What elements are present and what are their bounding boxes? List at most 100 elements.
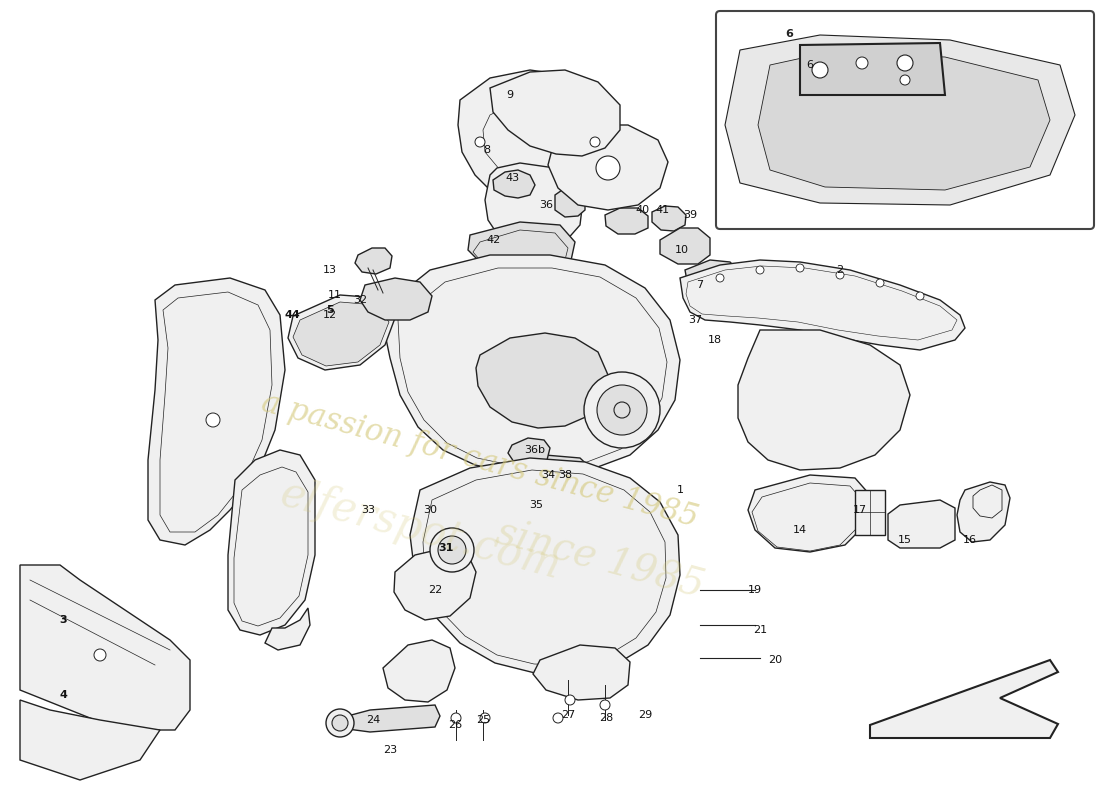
Text: 39: 39 bbox=[683, 210, 697, 220]
Polygon shape bbox=[410, 458, 680, 674]
Circle shape bbox=[756, 266, 764, 274]
Polygon shape bbox=[888, 500, 955, 548]
Text: 20: 20 bbox=[768, 655, 782, 665]
Text: 21: 21 bbox=[752, 625, 767, 635]
Circle shape bbox=[916, 292, 924, 300]
Polygon shape bbox=[293, 302, 389, 366]
Circle shape bbox=[480, 713, 490, 723]
Text: 16: 16 bbox=[962, 535, 977, 545]
Text: 9: 9 bbox=[506, 90, 514, 100]
Text: 36: 36 bbox=[539, 200, 553, 210]
Text: 12: 12 bbox=[323, 310, 337, 320]
Polygon shape bbox=[534, 645, 630, 700]
Text: 29: 29 bbox=[638, 710, 652, 720]
Circle shape bbox=[614, 402, 630, 418]
Polygon shape bbox=[508, 438, 550, 465]
Text: 6: 6 bbox=[785, 29, 793, 39]
Text: 7: 7 bbox=[696, 280, 704, 290]
Polygon shape bbox=[355, 248, 392, 274]
Circle shape bbox=[597, 385, 647, 435]
Text: 34: 34 bbox=[541, 470, 556, 480]
Text: 19: 19 bbox=[748, 585, 762, 595]
Polygon shape bbox=[20, 565, 190, 730]
Text: elferspot.com: elferspot.com bbox=[275, 472, 565, 588]
FancyBboxPatch shape bbox=[716, 11, 1094, 229]
Text: 11: 11 bbox=[328, 290, 342, 300]
Polygon shape bbox=[725, 35, 1075, 205]
Text: 15: 15 bbox=[898, 535, 912, 545]
Circle shape bbox=[94, 649, 106, 661]
Text: 30: 30 bbox=[424, 505, 437, 515]
Text: 41: 41 bbox=[656, 205, 670, 215]
Polygon shape bbox=[495, 455, 595, 512]
Text: 18: 18 bbox=[708, 335, 722, 345]
Circle shape bbox=[856, 57, 868, 69]
Polygon shape bbox=[957, 482, 1010, 542]
Text: 40: 40 bbox=[636, 205, 650, 215]
Circle shape bbox=[836, 271, 844, 279]
Polygon shape bbox=[340, 705, 440, 732]
Text: 26: 26 bbox=[448, 720, 462, 730]
Text: 14: 14 bbox=[793, 525, 807, 535]
Text: 25: 25 bbox=[476, 715, 491, 725]
Text: 27: 27 bbox=[561, 710, 575, 720]
Circle shape bbox=[596, 156, 620, 180]
Circle shape bbox=[565, 695, 575, 705]
Polygon shape bbox=[490, 70, 620, 156]
Text: 32: 32 bbox=[353, 295, 367, 305]
Text: 36b: 36b bbox=[525, 445, 546, 455]
Polygon shape bbox=[652, 206, 686, 231]
Polygon shape bbox=[468, 222, 575, 275]
Polygon shape bbox=[148, 278, 285, 545]
Polygon shape bbox=[685, 260, 740, 298]
Text: 17: 17 bbox=[852, 505, 867, 515]
Polygon shape bbox=[605, 208, 648, 234]
Polygon shape bbox=[738, 330, 910, 470]
Text: 42: 42 bbox=[487, 235, 502, 245]
Polygon shape bbox=[394, 548, 476, 620]
Polygon shape bbox=[870, 660, 1058, 738]
Polygon shape bbox=[758, 53, 1050, 190]
Circle shape bbox=[896, 55, 913, 71]
Circle shape bbox=[430, 528, 474, 572]
Text: since 1985: since 1985 bbox=[492, 514, 708, 606]
Text: 43: 43 bbox=[505, 173, 519, 183]
Text: 44: 44 bbox=[284, 310, 300, 320]
Text: 1: 1 bbox=[676, 485, 683, 495]
Text: 5: 5 bbox=[327, 305, 333, 315]
Text: 33: 33 bbox=[361, 505, 375, 515]
Polygon shape bbox=[379, 255, 680, 474]
Polygon shape bbox=[383, 640, 455, 702]
Circle shape bbox=[876, 279, 884, 287]
Polygon shape bbox=[265, 608, 310, 650]
Text: 10: 10 bbox=[675, 245, 689, 255]
Polygon shape bbox=[800, 43, 945, 95]
Circle shape bbox=[475, 137, 485, 147]
Text: 23: 23 bbox=[383, 745, 397, 755]
Polygon shape bbox=[228, 450, 315, 635]
Text: 2: 2 bbox=[836, 265, 844, 275]
Text: 22: 22 bbox=[428, 585, 442, 595]
Polygon shape bbox=[660, 228, 710, 264]
Circle shape bbox=[796, 264, 804, 272]
Polygon shape bbox=[748, 475, 870, 552]
Circle shape bbox=[812, 62, 828, 78]
Text: 6: 6 bbox=[806, 60, 814, 70]
Polygon shape bbox=[548, 125, 668, 210]
Polygon shape bbox=[458, 70, 615, 208]
Circle shape bbox=[600, 700, 610, 710]
Text: 31: 31 bbox=[438, 543, 453, 553]
Polygon shape bbox=[493, 170, 535, 198]
Circle shape bbox=[716, 274, 724, 282]
Polygon shape bbox=[485, 163, 583, 250]
Text: 28: 28 bbox=[598, 713, 613, 723]
Polygon shape bbox=[476, 333, 608, 428]
Text: 24: 24 bbox=[366, 715, 381, 725]
Circle shape bbox=[326, 709, 354, 737]
Polygon shape bbox=[855, 490, 886, 535]
Polygon shape bbox=[20, 700, 160, 780]
Circle shape bbox=[438, 536, 466, 564]
Circle shape bbox=[332, 715, 348, 731]
Text: a passion for cars since 1985: a passion for cars since 1985 bbox=[258, 386, 702, 534]
Polygon shape bbox=[680, 260, 965, 350]
